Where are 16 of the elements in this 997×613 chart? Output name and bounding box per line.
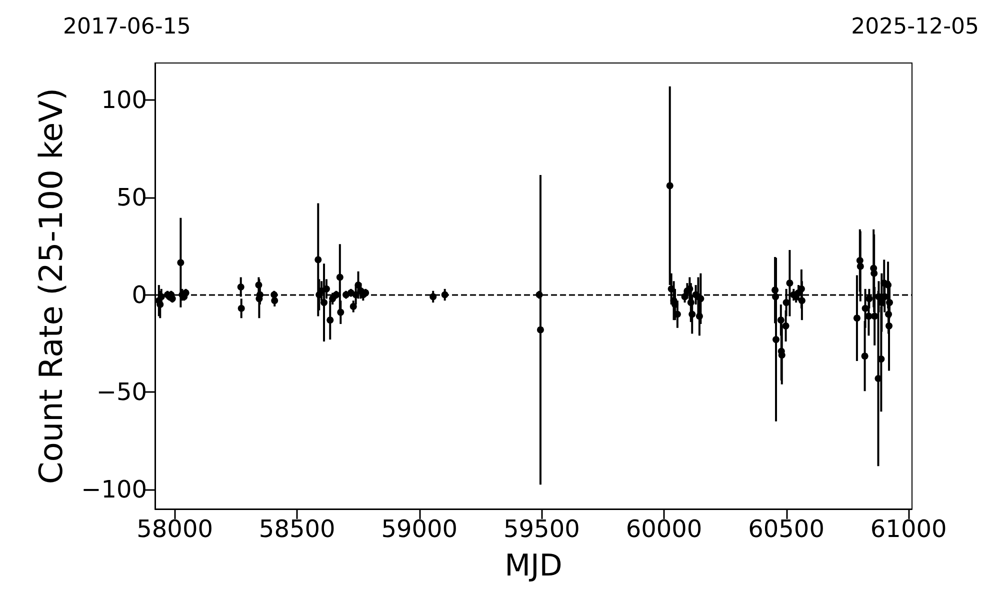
- y-tick-label: 0: [132, 280, 147, 309]
- x-tick-label: 58000: [136, 515, 213, 543]
- x-tick-label: 59000: [381, 515, 458, 543]
- x-tick-label: 60500: [748, 515, 824, 543]
- text: 2017-06-15: [63, 14, 191, 40]
- y-tick-label: 50: [116, 183, 147, 212]
- y-axis-title: Count Rate (25-100 keV): [32, 88, 70, 484]
- x-tick-label: 58500: [258, 515, 336, 543]
- x-axis-title: MJD: [504, 548, 562, 584]
- y-tick-label: −100: [81, 476, 147, 504]
- y-tick-label: 100: [101, 86, 147, 114]
- x-tick-label: 60000: [626, 515, 702, 543]
- text: 2025-12-05: [851, 14, 980, 40]
- x-tick-label: 61000: [870, 515, 947, 543]
- y-tick-label: −50: [96, 378, 147, 406]
- x-tick-label: 59500: [504, 515, 580, 543]
